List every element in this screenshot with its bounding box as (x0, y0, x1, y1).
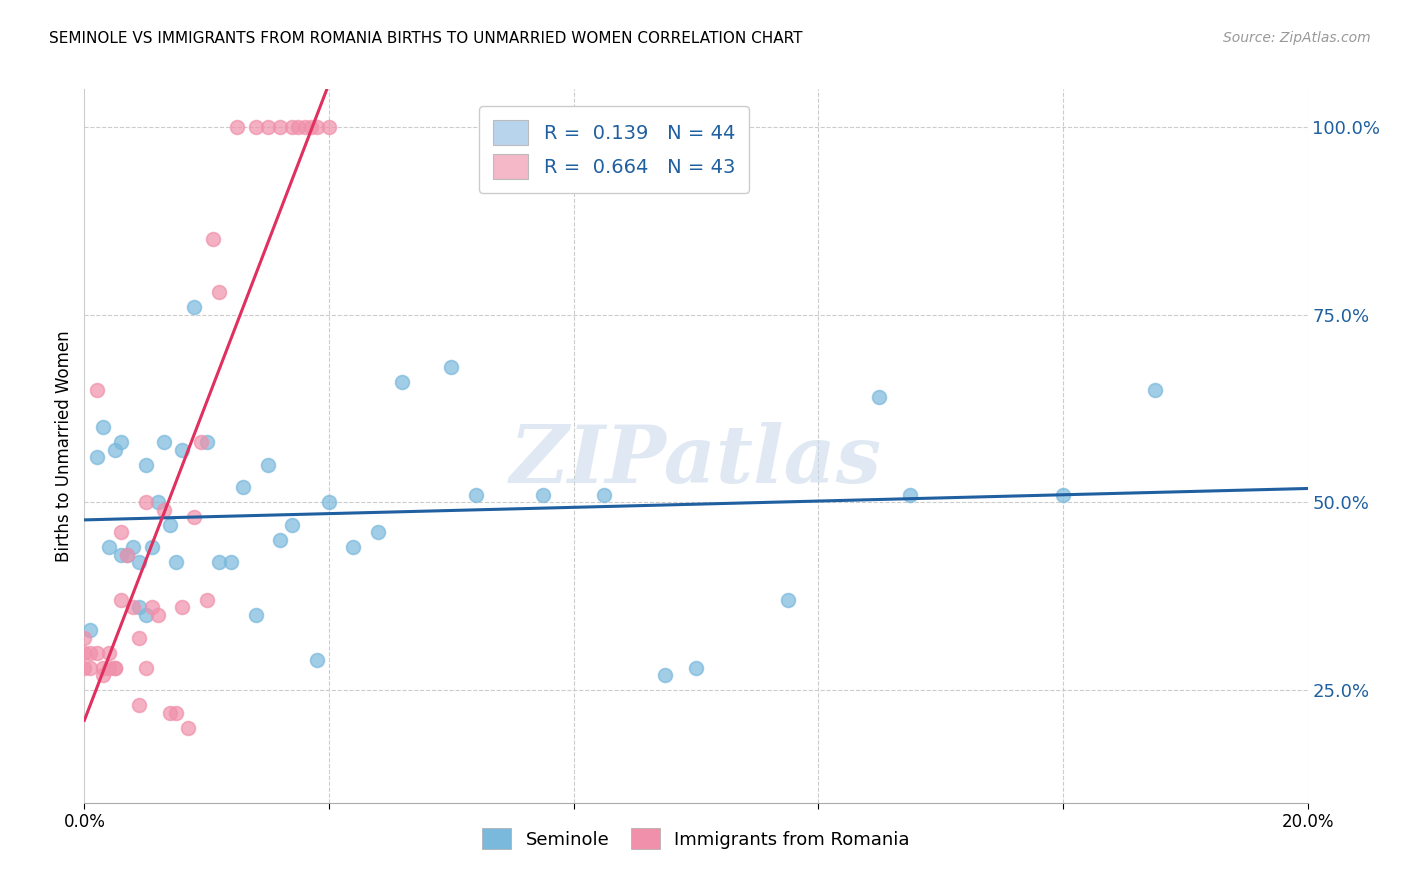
Point (97, 660, 120, 674)
Text: Source: ZipAtlas.com: Source: ZipAtlas.com (1223, 31, 1371, 45)
Point (593, 488, 616, 502)
Point (195, 435, 218, 450)
Point (135, 660, 157, 674)
Point (159, 706, 181, 720)
Point (141, 600, 163, 615)
Point (183, 300, 205, 314)
Point (287, 120, 309, 134)
Point (1143, 383, 1166, 397)
Point (135, 458, 157, 472)
Point (195, 593, 218, 607)
Point (110, 593, 132, 607)
Point (299, 120, 322, 134)
Point (183, 510, 205, 524)
Point (110, 435, 132, 450)
Point (232, 480, 254, 494)
Point (110, 525, 132, 540)
Point (128, 556, 150, 570)
Point (898, 488, 921, 502)
Point (391, 375, 413, 389)
Point (153, 435, 176, 450)
Point (269, 533, 291, 547)
Point (776, 593, 799, 607)
Point (135, 607, 157, 622)
Text: ZIPatlas: ZIPatlas (510, 422, 882, 499)
Point (128, 698, 150, 713)
Point (91, 420, 114, 434)
Point (226, 120, 249, 134)
Legend: Seminole, Immigrants from Romania: Seminole, Immigrants from Romania (474, 819, 918, 858)
Point (79, 646, 101, 660)
Point (122, 541, 145, 555)
Point (110, 548, 132, 562)
Point (318, 495, 340, 509)
Point (177, 721, 200, 735)
Point (165, 706, 187, 720)
Point (86, 383, 108, 397)
Point (208, 556, 231, 570)
Point (79, 660, 101, 674)
Point (115, 548, 138, 562)
Point (86, 450, 108, 465)
Point (869, 390, 891, 404)
Point (190, 435, 212, 450)
Point (73, 646, 96, 660)
Point (97, 646, 120, 660)
Point (153, 503, 176, 517)
Point (208, 285, 231, 299)
Point (97, 541, 120, 555)
Point (281, 120, 304, 134)
Point (86, 646, 108, 660)
Point (305, 653, 328, 667)
Point (245, 607, 267, 622)
Point (172, 600, 194, 615)
Point (146, 607, 169, 622)
Point (342, 541, 364, 555)
Point (159, 517, 181, 532)
Point (305, 120, 328, 134)
Point (73, 660, 96, 674)
Point (1052, 488, 1074, 502)
Point (245, 120, 267, 134)
Point (91, 668, 114, 682)
Point (128, 631, 150, 645)
Point (685, 660, 707, 674)
Text: SEMINOLE VS IMMIGRANTS FROM ROMANIA BIRTHS TO UNMARRIED WOMEN CORRELATION CHART: SEMINOLE VS IMMIGRANTS FROM ROMANIA BIRT… (49, 31, 803, 46)
Point (281, 517, 304, 532)
Point (91, 660, 114, 674)
Point (201, 232, 224, 246)
Point (146, 495, 169, 509)
Point (440, 360, 463, 375)
Point (104, 442, 127, 457)
Point (257, 458, 280, 472)
Y-axis label: Births to Unmarried Women: Births to Unmarried Women (55, 330, 73, 562)
Point (104, 660, 127, 674)
Point (318, 120, 340, 134)
Point (294, 120, 316, 134)
Point (269, 120, 291, 134)
Point (79, 623, 101, 637)
Point (531, 488, 554, 502)
Point (464, 488, 486, 502)
Point (219, 556, 242, 570)
Point (73, 631, 96, 645)
Point (115, 548, 138, 562)
Point (257, 120, 280, 134)
Point (654, 668, 676, 682)
Point (128, 600, 150, 615)
Point (141, 541, 163, 555)
Point (135, 495, 157, 509)
Point (122, 600, 145, 615)
Point (165, 556, 187, 570)
Point (367, 525, 389, 540)
Point (104, 660, 127, 674)
Point (172, 442, 194, 457)
